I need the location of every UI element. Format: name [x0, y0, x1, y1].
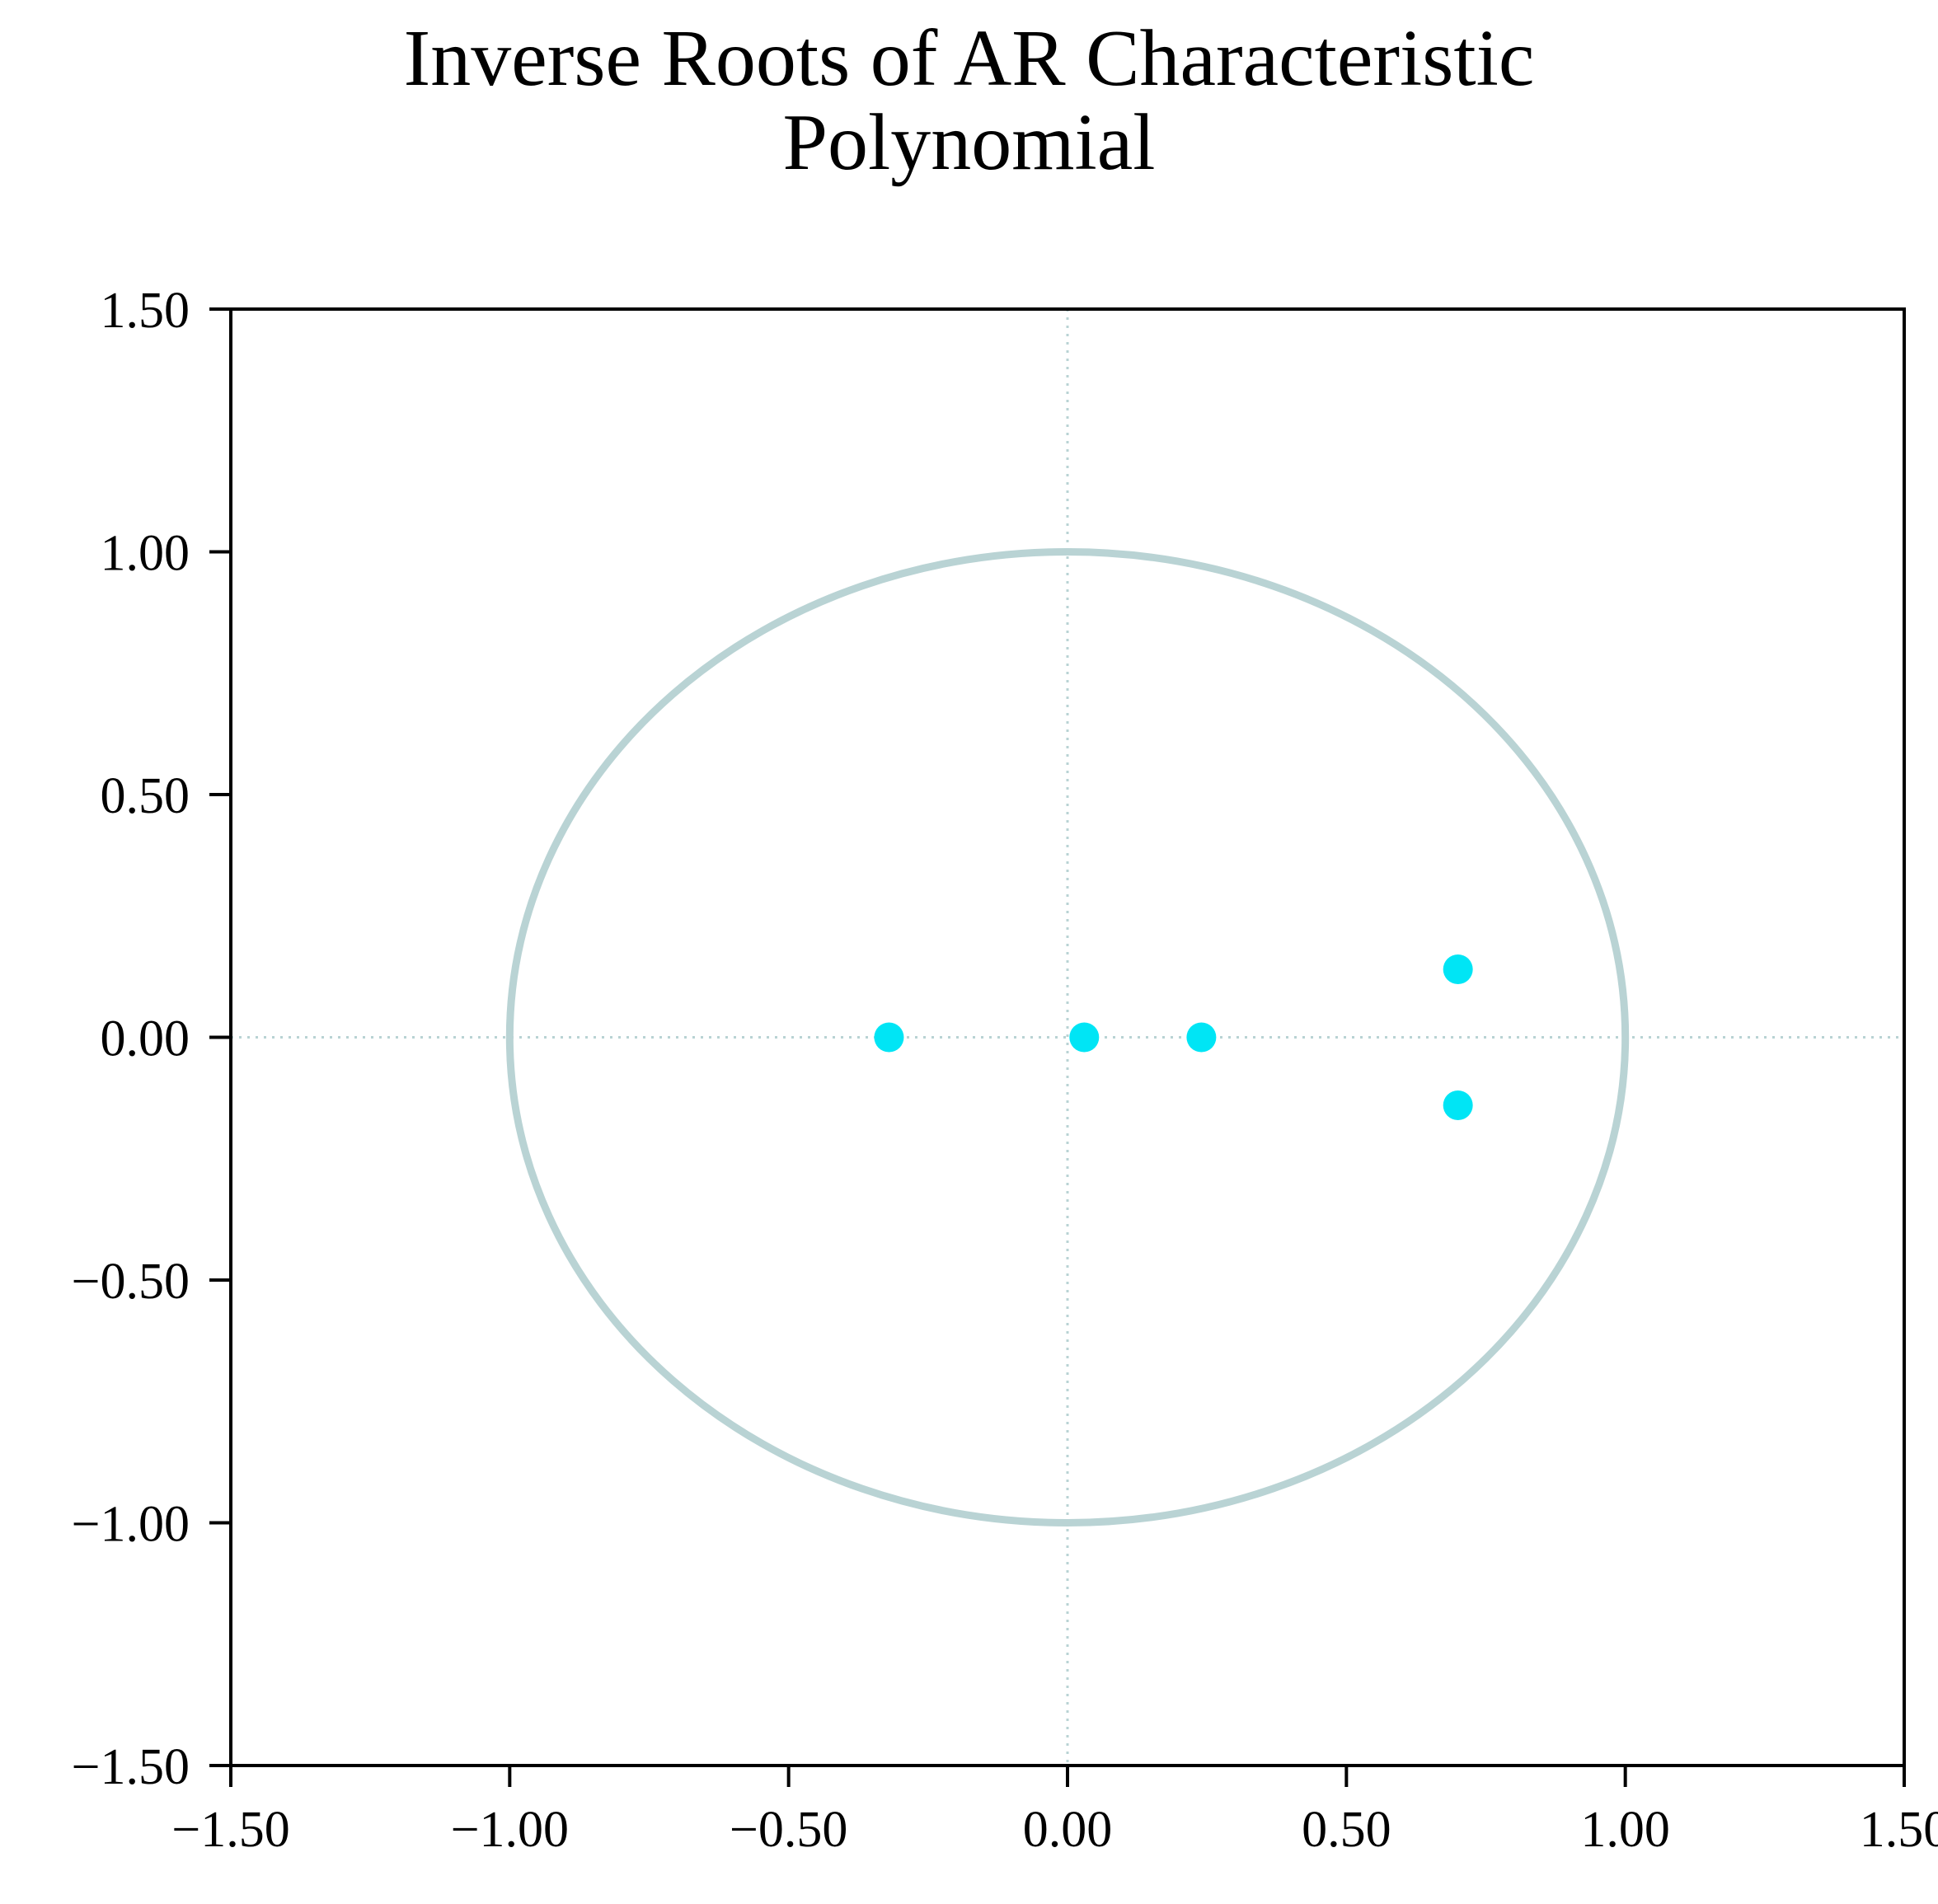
x-axis: −1.50 −1.00 −0.50 0.00 0.50 1.00 1.50 [171, 1766, 1938, 1858]
unit-circle-layer [505, 548, 1630, 1526]
chart-title-line-1: Inverse Roots of AR Characteristic [403, 14, 1535, 103]
y-tick-label: −0.50 [72, 1254, 190, 1310]
root-point [1443, 954, 1473, 985]
root-points [874, 954, 1473, 1120]
y-tick-label: 0.00 [101, 1011, 190, 1067]
root-point [1069, 1022, 1100, 1053]
root-point [874, 1022, 904, 1053]
root-point [1186, 1022, 1217, 1053]
x-tick-label: −1.00 [451, 1802, 569, 1858]
x-tick-label: 1.00 [1580, 1802, 1670, 1858]
y-tick-label: −1.50 [72, 1739, 190, 1795]
y-tick-label: 1.50 [101, 283, 190, 339]
x-tick-label: 0.50 [1302, 1802, 1391, 1858]
y-axis: 1.50 1.00 0.50 0.00 −0.50 −1.00 −1.50 [72, 283, 231, 1795]
x-tick-label: 1.50 [1860, 1802, 1938, 1858]
x-tick-label: −1.50 [171, 1802, 289, 1858]
reference-lines [231, 309, 1904, 1766]
y-tick-label: −1.00 [72, 1497, 190, 1553]
chart-title: Inverse Roots of AR Characteristic Polyn… [0, 16, 1938, 185]
y-tick-label: 1.00 [101, 526, 190, 582]
y-tick-label: 0.50 [101, 768, 190, 824]
unit-circle [505, 548, 1630, 1526]
x-tick-label: 0.00 [1023, 1802, 1113, 1858]
root-point [1443, 1090, 1473, 1120]
chart-title-line-2: Polynomial [782, 98, 1156, 187]
x-tick-label: −0.50 [730, 1802, 847, 1858]
